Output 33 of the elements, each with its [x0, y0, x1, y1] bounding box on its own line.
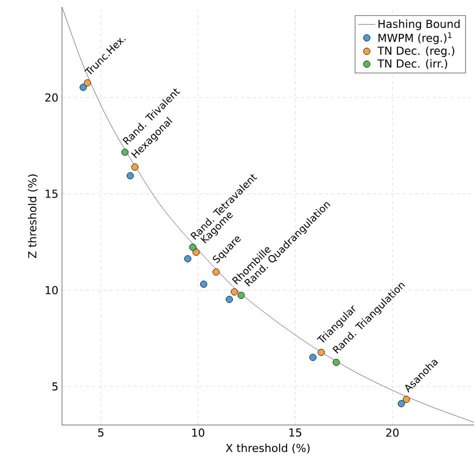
point	[200, 280, 208, 288]
x-tick-label: 10	[192, 428, 204, 437]
line-series	[62, 6, 474, 423]
y-tick-label: 20	[45, 93, 58, 102]
y-tick-label: 5	[52, 382, 58, 391]
y-tick-label: 10	[46, 286, 58, 294]
y-tick-label: 15	[46, 190, 58, 198]
point	[332, 358, 340, 366]
point	[230, 288, 238, 296]
point	[192, 248, 200, 256]
point	[318, 348, 325, 356]
legend-label: MWPM (reg.)$^{1}$	[378, 32, 452, 44]
legend-label: TN Dec. (reg.)	[377, 46, 454, 57]
point	[402, 396, 410, 403]
legend-label: TN Dec. (irr.)	[377, 59, 448, 69]
point	[121, 148, 129, 156]
x-tick-label: 20	[386, 428, 399, 437]
point	[80, 84, 87, 91]
y-axis-title: Z threshold (%)	[28, 174, 38, 258]
point	[309, 354, 316, 361]
x-tick-label: 5	[98, 428, 104, 437]
point	[238, 292, 245, 299]
x-axis-title: X threshold (%)	[226, 444, 310, 454]
point	[212, 268, 220, 276]
point	[226, 296, 233, 303]
x-tick-label: 15	[289, 428, 302, 437]
point	[126, 172, 134, 180]
legend-label: Hashing Bound	[378, 20, 460, 30]
point	[84, 79, 91, 86]
point	[131, 164, 138, 171]
point	[184, 255, 192, 262]
point	[189, 244, 196, 251]
point	[398, 400, 405, 408]
